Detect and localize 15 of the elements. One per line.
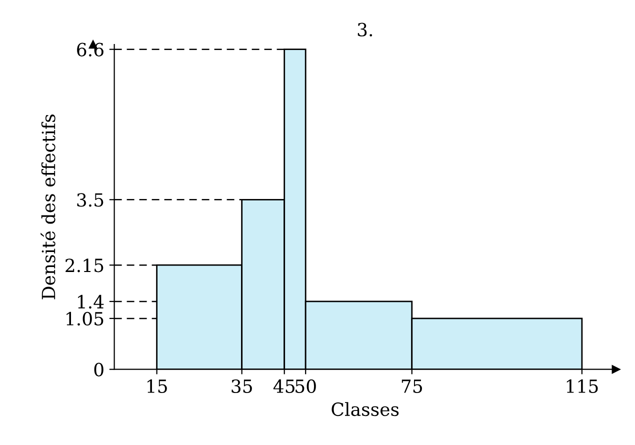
y-tick-label: 0	[94, 362, 104, 376]
y-axis-title: Densité des effectifs	[40, 114, 56, 300]
x-tick-label: 35	[232, 379, 252, 394]
x-tick-label: 115	[566, 379, 598, 394]
chart-title: 3.	[358, 22, 372, 36]
y-tick-label: 3.5	[77, 193, 104, 207]
x-axis-title: Classes	[332, 402, 399, 416]
x-tick-label: 75	[402, 380, 422, 394]
y-tick-label: 1.05	[66, 312, 104, 326]
y-tick-label: 6.6	[77, 42, 104, 56]
y-tick-label: 2.15	[66, 258, 104, 272]
x-tick-label: 15	[148, 379, 167, 394]
y-tick-label: 1.4	[78, 294, 104, 309]
x-tick-label: 45	[273, 379, 294, 394]
x-tick-label: 50	[296, 379, 316, 394]
